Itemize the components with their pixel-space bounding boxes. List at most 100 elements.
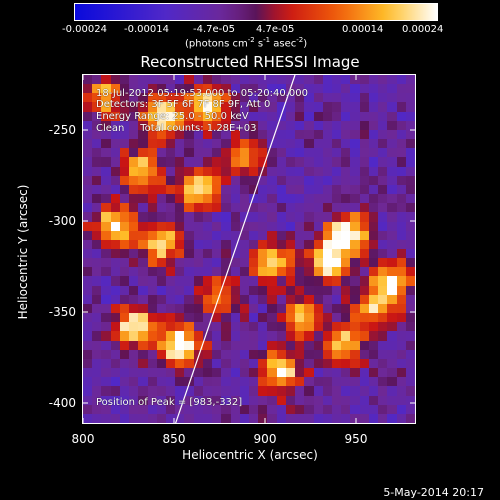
image-pixel xyxy=(396,75,406,85)
image-pixel xyxy=(119,322,130,332)
image-pixel xyxy=(175,267,185,277)
image-pixel xyxy=(304,331,314,341)
colorbar-tick: -0.00014 xyxy=(124,24,169,35)
image-pixel xyxy=(129,230,139,240)
image-pixel xyxy=(387,84,397,94)
image-pixel xyxy=(230,166,240,176)
image-pixel xyxy=(184,194,194,204)
image-pixel xyxy=(341,249,351,259)
image-pixel xyxy=(110,340,120,350)
image-pixel xyxy=(110,84,120,94)
image-pixel xyxy=(332,285,342,295)
image-pixel xyxy=(249,157,259,167)
image-pixel xyxy=(175,212,185,222)
image-pixel xyxy=(119,358,130,369)
image-pixel xyxy=(285,111,296,121)
image-pixel xyxy=(350,111,360,121)
image-pixel xyxy=(249,276,259,286)
image-pixel xyxy=(332,203,342,213)
image-pixel xyxy=(166,322,176,332)
image-pixel xyxy=(147,120,157,130)
image-pixel xyxy=(304,93,314,103)
image-pixel xyxy=(405,184,415,195)
image-pixel xyxy=(193,331,203,341)
image-pixel xyxy=(239,111,249,121)
image-pixel xyxy=(83,377,93,387)
image-pixel xyxy=(285,404,296,414)
image-pixel xyxy=(110,139,120,149)
image-pixel xyxy=(147,313,157,323)
image-pixel xyxy=(212,230,222,240)
image-pixel xyxy=(387,230,397,240)
image-pixel xyxy=(267,93,277,103)
image-pixel xyxy=(230,157,240,167)
image-pixel xyxy=(341,102,351,112)
image-pixel xyxy=(350,249,360,259)
image-pixel xyxy=(92,212,102,222)
image-pixel xyxy=(322,203,332,213)
image-pixel xyxy=(101,313,111,323)
image-pixel xyxy=(249,221,259,231)
image-pixel xyxy=(156,102,166,112)
image-pixel xyxy=(156,148,166,158)
image-pixel xyxy=(138,184,148,195)
units-part: (photons cm xyxy=(185,38,248,50)
image-pixel xyxy=(83,386,93,396)
image-pixel xyxy=(156,303,166,314)
image-pixel xyxy=(313,249,323,259)
image-pixel xyxy=(212,368,222,378)
image-pixel xyxy=(156,258,166,268)
image-pixel xyxy=(258,120,268,130)
image-pixel xyxy=(285,75,296,85)
image-pixel xyxy=(184,111,194,121)
image-pixel xyxy=(147,139,157,149)
x-tick-label: 800 xyxy=(71,432,95,446)
image-pixel xyxy=(147,322,157,332)
image-pixel xyxy=(267,249,277,259)
image-pixel xyxy=(267,157,277,167)
image-pixel xyxy=(249,194,259,204)
image-pixel xyxy=(156,157,166,167)
image-pixel xyxy=(239,386,249,396)
image-pixel xyxy=(405,358,415,369)
image-pixel xyxy=(83,249,93,259)
image-pixel xyxy=(138,120,148,130)
image-pixel xyxy=(230,395,240,405)
image-pixel xyxy=(110,120,120,130)
image-pixel xyxy=(119,386,130,396)
image-pixel xyxy=(359,75,369,85)
units-exp: -1 xyxy=(263,36,271,44)
image-pixel xyxy=(368,239,379,249)
image-pixel xyxy=(212,358,222,369)
image-pixel xyxy=(304,413,314,423)
image-pixel xyxy=(110,377,120,387)
image-pixel xyxy=(166,175,176,185)
image-pixel xyxy=(184,148,194,158)
image-pixel xyxy=(387,285,397,295)
image-pixel xyxy=(322,331,332,341)
x-tick-label: 850 xyxy=(162,432,186,446)
image-pixel xyxy=(193,239,203,249)
image-pixel xyxy=(285,322,296,332)
image-pixel xyxy=(83,212,93,222)
image-pixel xyxy=(129,84,139,94)
image-pixel xyxy=(295,313,305,323)
image-pixel xyxy=(83,93,93,103)
image-pixel xyxy=(378,267,388,277)
image-pixel xyxy=(322,249,332,259)
image-pixel xyxy=(332,404,342,414)
image-pixel xyxy=(212,157,222,167)
image-pixel xyxy=(405,294,415,304)
image-pixel xyxy=(156,166,166,176)
image-pixel xyxy=(332,249,342,259)
image-pixel xyxy=(285,349,296,359)
image-pixel xyxy=(92,294,102,304)
image-pixel xyxy=(396,120,406,130)
image-pixel xyxy=(258,404,268,414)
image-pixel xyxy=(322,102,332,112)
image-pixel xyxy=(304,166,314,176)
image-pixel xyxy=(202,184,213,195)
image-pixel xyxy=(92,285,102,295)
image-pixel xyxy=(129,404,139,414)
image-pixel xyxy=(378,175,388,185)
